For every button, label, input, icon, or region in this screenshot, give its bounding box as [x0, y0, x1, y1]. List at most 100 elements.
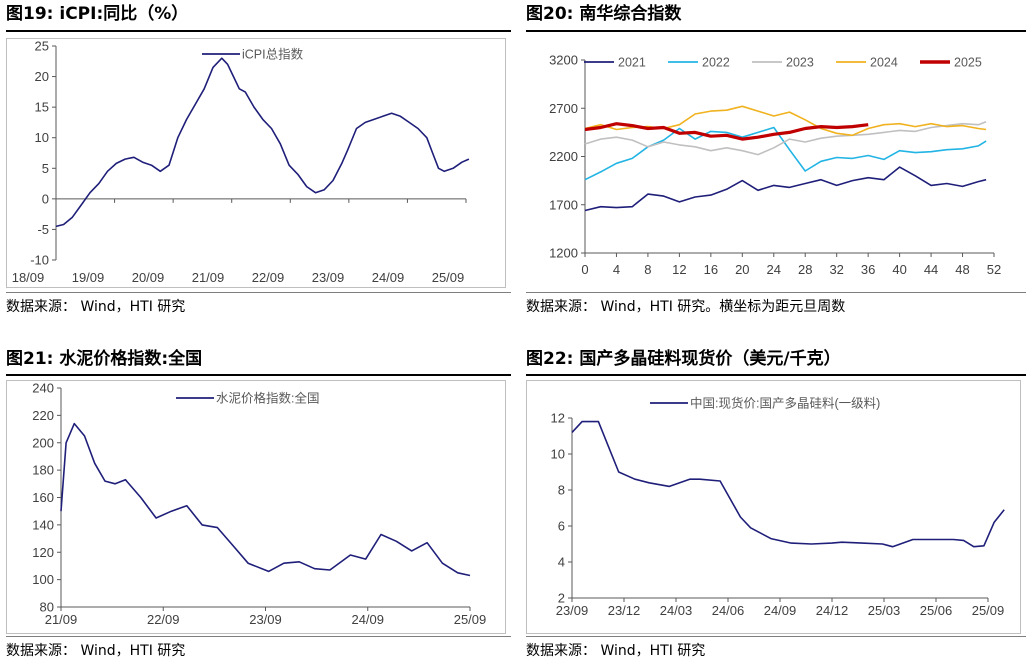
chart-title: 图20: 南华综合指数	[526, 4, 682, 24]
legend-label: 2023	[786, 56, 814, 70]
source-note: 数据来源： Wind，HTI 研究	[526, 643, 706, 659]
y-tick-label: 160	[32, 490, 54, 505]
legend-label: 中国:现货价:国产多晶硅料(一级料)	[690, 396, 880, 411]
y-tick-label: 240	[32, 381, 54, 396]
x-tick-label: 22/09	[147, 612, 180, 627]
x-tick-label: 48	[955, 262, 969, 277]
title-rule	[526, 30, 1026, 32]
chart-icpi: -10 -5 0 5 10 15 20 25 18/09 19/09 20/09 21/09 22/09…	[6, 38, 506, 288]
x-tick-label: 25/06	[920, 603, 953, 618]
y-tick-label: 2700	[549, 101, 578, 116]
x-tick-label: 23/09	[556, 603, 589, 618]
source-note: 数据来源： Wind，HTI 研究	[6, 643, 186, 659]
y-tick-label: 0	[42, 191, 49, 206]
y-tick-label: 120	[32, 545, 54, 560]
x-tick-label: 24	[767, 262, 781, 277]
x-tick-label: 24/09	[351, 612, 384, 627]
series-line	[584, 166, 987, 212]
x-tick-label: 21/09	[45, 612, 78, 627]
series-line	[55, 57, 470, 228]
x-tick-label: 52	[987, 262, 1001, 277]
series-line	[584, 122, 869, 141]
x-tick-label: 0	[581, 262, 588, 277]
x-tick-label: 24/06	[712, 603, 745, 618]
y-tick-label: 180	[32, 463, 54, 478]
chart-title: 图21: 水泥价格指数:全国	[6, 349, 203, 369]
source-note: 数据来源： Wind，HTI 研究	[6, 299, 186, 315]
series-line	[584, 121, 987, 156]
title-rule	[6, 374, 511, 376]
source-rule	[6, 292, 511, 293]
panel-polysilicon: 图22: 国产多晶硅料现货价（美元/千克） 2 4 6 8 10 12 23/09 23/12…	[526, 345, 1026, 663]
title-rule	[526, 374, 1026, 376]
plot-frame	[526, 380, 1021, 634]
y-tick-label: 1700	[549, 197, 578, 212]
x-tick-label: 18/09	[12, 270, 45, 285]
y-tick-label: 1200	[549, 246, 578, 261]
x-tick-label: 20	[735, 262, 749, 277]
y-tick-label: 12	[551, 411, 565, 426]
source-rule	[526, 292, 1026, 293]
y-tick-label: 6	[558, 519, 565, 534]
series-line	[584, 126, 987, 181]
plot-frame	[6, 38, 506, 288]
legend-label: 水泥价格指数:全国	[216, 391, 319, 406]
x-tick-label: 23/09	[249, 612, 282, 627]
x-tick-label: 36	[861, 262, 875, 277]
x-tick-label: 22/09	[252, 270, 285, 285]
x-tick-label: 28	[798, 262, 812, 277]
x-tick-label: 24/12	[816, 603, 849, 618]
panel-nanhua: 图20: 南华综合指数 1200 1700 2200 2700 3200 0 4 8 12 16 2…	[526, 0, 1026, 330]
y-tick-label: 5	[42, 161, 49, 176]
y-tick-label: 15	[35, 100, 49, 115]
x-tick-label: 44	[924, 262, 938, 277]
y-tick-label: 10	[551, 447, 565, 462]
chart-title: 图19: iCPI:同比（%）	[6, 4, 189, 24]
x-tick-label: 20/09	[132, 270, 165, 285]
y-tick-label: 8	[558, 483, 565, 498]
x-tick-label: 24/03	[660, 603, 693, 618]
x-tick-label: 25/09	[972, 603, 1005, 618]
x-tick-label: 24/09	[764, 603, 797, 618]
y-tick-label: 4	[558, 555, 565, 570]
x-tick-label: 19/09	[72, 270, 105, 285]
panel-cement: 图21: 水泥价格指数:全国 80 100 120 140 160 180 200 220 24…	[6, 345, 511, 663]
y-tick-label: 100	[32, 572, 54, 587]
chart-title: 图22: 国产多晶硅料现货价（美元/千克）	[526, 349, 841, 369]
x-tick-label: 16	[704, 262, 718, 277]
chart-polysilicon: 2 4 6 8 10 12 23/09 23/12 24/03 24/06 24/09 24/12 25…	[526, 380, 1021, 634]
legend-label: 2024	[870, 56, 898, 70]
series-line	[584, 105, 987, 137]
x-tick-label: 40	[892, 262, 906, 277]
legend-label: 2025	[954, 56, 982, 70]
source-rule	[6, 636, 511, 637]
legend-label: iCPI总指数	[242, 47, 304, 62]
x-tick-label: 23/09	[312, 270, 345, 285]
title-rule	[6, 30, 511, 32]
source-note: 数据来源： Wind，HTI 研究。横坐标为距元旦周数	[526, 299, 846, 315]
chart-cement: 80 100 120 140 160 180 200 220 240 21/09 22/09 23/0…	[6, 380, 506, 634]
legend-label: 2021	[618, 56, 646, 70]
y-tick-label: -5	[37, 222, 49, 237]
y-tick-label: 2200	[549, 149, 578, 164]
x-tick-label: 12	[672, 262, 686, 277]
x-tick-label: 25/09	[454, 612, 487, 627]
y-tick-label: 2	[558, 591, 565, 606]
source-rule	[526, 636, 1026, 637]
series-line	[60, 422, 471, 577]
y-tick-label: 10	[35, 130, 49, 145]
y-tick-label: 200	[32, 435, 54, 450]
y-tick-label: 140	[32, 517, 54, 532]
y-tick-label: 3200	[549, 53, 578, 68]
panel-icpi: 图19: iCPI:同比（%） -10 -5 0 5 10 15 20 25 18/09 19/0…	[6, 0, 511, 330]
x-tick-label: 23/12	[608, 603, 641, 618]
y-tick-label: -10	[30, 253, 49, 268]
x-tick-label: 25/09	[432, 270, 465, 285]
x-tick-label: 4	[613, 262, 620, 277]
y-tick-label: 25	[35, 39, 49, 54]
legend-label: 2022	[702, 56, 730, 70]
x-tick-label: 25/03	[868, 603, 901, 618]
series-line	[571, 420, 1005, 548]
x-tick-label: 8	[644, 262, 651, 277]
